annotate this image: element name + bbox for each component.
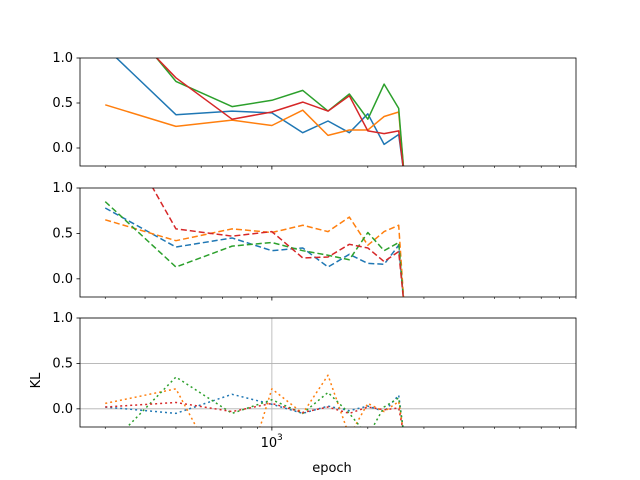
series-line-2 [105,216,405,297]
y-tick-label: 0.5 [52,96,73,111]
panels: 0.0 0.5 1.0 0.0 0.5 1.0 0.0 0.5 1.0 10 3 epoch KL [29,51,577,476]
y-tick-label: 0.0 [52,141,73,156]
y-tick-label: 0.5 [52,226,73,241]
panel-bottom: 0.0 0.5 1.0 10 3 epoch KL [29,311,577,476]
axes-frame [79,187,577,298]
y-tick-label: 0.0 [52,402,73,417]
series-line-4 [151,188,404,297]
y-tick-label: 1.0 [52,181,73,196]
series-line-3 [104,201,405,297]
panel-middle: 0.0 0.5 1.0 [52,181,577,301]
x-axis-label: epoch [312,461,352,476]
series-line-4 [105,401,404,427]
axes-frame [79,57,577,167]
series-group [105,374,404,427]
series-line-4 [155,58,404,166]
series-group [105,58,405,166]
y-tick-label: 0.5 [52,356,73,371]
y-tick-label: 1.0 [52,311,73,326]
y-axis-label: KL [29,372,44,389]
x-tick-label: 10 [261,436,278,451]
axes-frame [79,317,577,428]
y-tick-label: 0.0 [52,272,73,287]
series-line-1 [115,58,404,166]
y-tick-label: 1.0 [52,51,73,66]
series-line-2 [105,104,405,166]
series-group [104,188,405,297]
series-line-3 [126,376,404,427]
x-tick-label-exponent: 3 [277,433,283,443]
panel-top: 0.0 0.5 1.0 [52,51,577,170]
